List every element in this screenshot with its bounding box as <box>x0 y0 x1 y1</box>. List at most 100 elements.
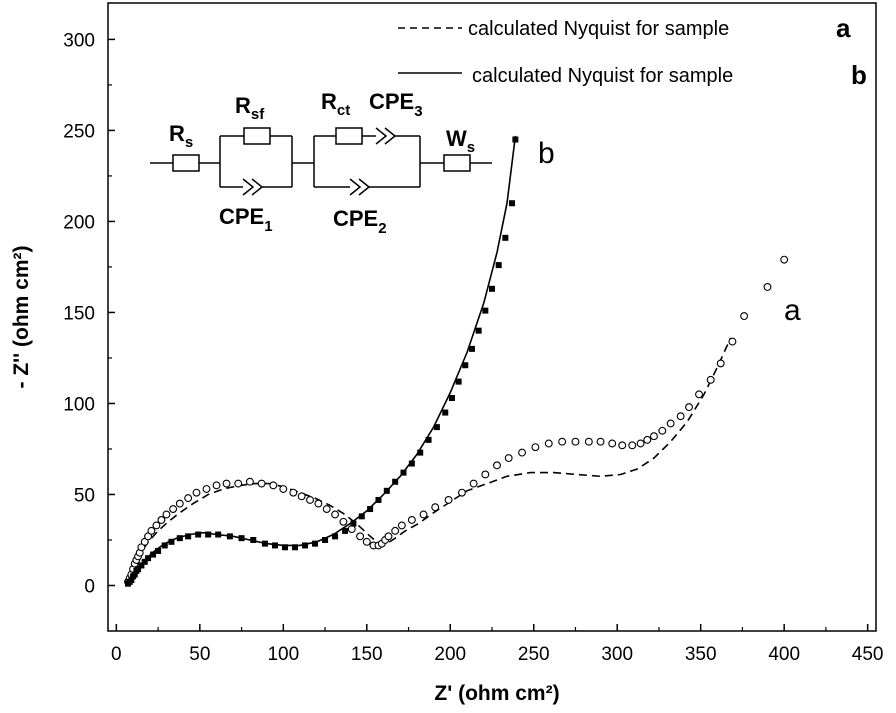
data-point-a <box>419 510 428 519</box>
data-point-b <box>138 562 145 569</box>
data-point-a <box>157 516 166 524</box>
data-point-b <box>131 571 138 578</box>
data-point-a <box>493 461 501 470</box>
data-point-a <box>728 337 737 346</box>
data-point-a <box>481 470 490 479</box>
data-point-a <box>780 255 789 264</box>
data-point-b <box>417 449 424 456</box>
data-point-b <box>350 520 357 527</box>
x-tick-label: 0 <box>111 644 122 665</box>
x-tick-label: 250 <box>518 644 550 665</box>
x-tick-label: 400 <box>768 644 800 665</box>
data-point-b <box>261 540 268 547</box>
series-layer <box>124 135 789 587</box>
y-tick-label: 300 <box>63 30 95 51</box>
data-point-b <box>495 262 502 269</box>
data-point-a <box>628 441 637 450</box>
data-point-a <box>147 526 156 535</box>
legend-label-b: calculated Nyquist for sample <box>472 65 733 87</box>
data-point-a <box>169 505 178 513</box>
data-point-a <box>685 403 693 412</box>
warburg-ws <box>443 154 471 172</box>
data-point-a <box>269 481 278 490</box>
circuit-label-cpe1: CPE1 <box>219 204 273 235</box>
data-point-a <box>152 521 161 530</box>
curve-label-b: b <box>538 137 555 170</box>
y-tick-label: 150 <box>63 303 95 324</box>
x-tick-label: 200 <box>434 644 466 665</box>
data-point-b <box>400 469 407 476</box>
data-point-b <box>512 136 519 143</box>
data-point-a <box>162 510 171 519</box>
data-point-a <box>763 283 772 291</box>
x-axis-title: Z' (ohm cm²) <box>434 682 559 705</box>
circuit-labels: Rs Rsf CPE1 Rct CPE3 CPE2 Ws <box>169 89 475 237</box>
data-point-a <box>444 495 453 504</box>
x-tick-label: 450 <box>852 644 884 665</box>
data-point-a <box>397 521 406 530</box>
data-point-a <box>356 532 365 541</box>
data-point-b <box>433 424 440 431</box>
x-tick-label: 50 <box>189 644 210 665</box>
data-point-a <box>608 439 617 448</box>
circuit-label-ws: Ws <box>446 126 475 156</box>
data-point-a <box>636 439 645 448</box>
equivalent-circuit-diagram <box>150 127 492 196</box>
data-point-a <box>676 412 685 421</box>
data-point-a <box>297 492 306 501</box>
data-point-b <box>509 200 516 207</box>
data-point-a <box>245 477 254 486</box>
fit-line-a <box>127 337 732 584</box>
plot-frame <box>107 2 877 632</box>
data-point-b <box>462 362 469 369</box>
data-point-a <box>558 437 567 446</box>
x-axis-ticks: 0 50 100 150 200 250 300 350 400 450 <box>111 624 884 665</box>
fit-line-b <box>127 135 517 585</box>
data-point-b <box>358 513 365 520</box>
data-point-a <box>347 525 356 534</box>
curve-label-a: a <box>784 294 801 327</box>
data-point-a <box>391 526 400 535</box>
data-point-b <box>205 531 212 538</box>
data-point-a <box>331 510 340 519</box>
legend-label-a: calculated Nyquist for sample <box>468 18 729 40</box>
data-point-a <box>706 375 715 384</box>
data-point-a <box>544 439 553 448</box>
data-point-b <box>502 234 509 241</box>
data-point-b <box>250 536 257 543</box>
data-point-b <box>150 551 157 558</box>
data-point-a <box>596 437 605 446</box>
data-point-a <box>289 488 298 497</box>
data-point-b <box>226 533 233 540</box>
data-point-a <box>618 441 627 450</box>
resistor-rs <box>172 154 200 172</box>
data-point-b <box>215 531 222 538</box>
legend-key-b: b <box>851 60 867 90</box>
data-point-b <box>425 436 432 443</box>
y-tick-label: 200 <box>63 212 95 233</box>
data-point-a <box>716 359 725 368</box>
data-point-a <box>192 488 201 497</box>
data-point-b <box>342 527 349 534</box>
data-point-b <box>312 540 319 547</box>
cpe1-symbol <box>242 178 255 196</box>
data-point-a <box>184 494 193 503</box>
data-point-b <box>155 547 162 554</box>
data-point-a <box>658 426 667 435</box>
data-point-a <box>431 503 440 512</box>
data-point-a <box>306 495 314 504</box>
x-tick-label: 350 <box>685 644 717 665</box>
data-point-b <box>392 478 399 485</box>
data-point-b <box>302 542 309 549</box>
data-point-a <box>234 479 243 488</box>
data-point-a <box>531 443 540 452</box>
legend: calculated Nyquist for sample a calculat… <box>398 13 867 90</box>
data-point-b <box>185 533 192 540</box>
resistor-rsf <box>243 127 271 145</box>
data-point-a <box>649 432 658 441</box>
data-point-a <box>314 499 323 508</box>
data-point-a <box>407 516 416 524</box>
data-point-b <box>367 506 374 513</box>
data-point-a <box>504 454 513 463</box>
